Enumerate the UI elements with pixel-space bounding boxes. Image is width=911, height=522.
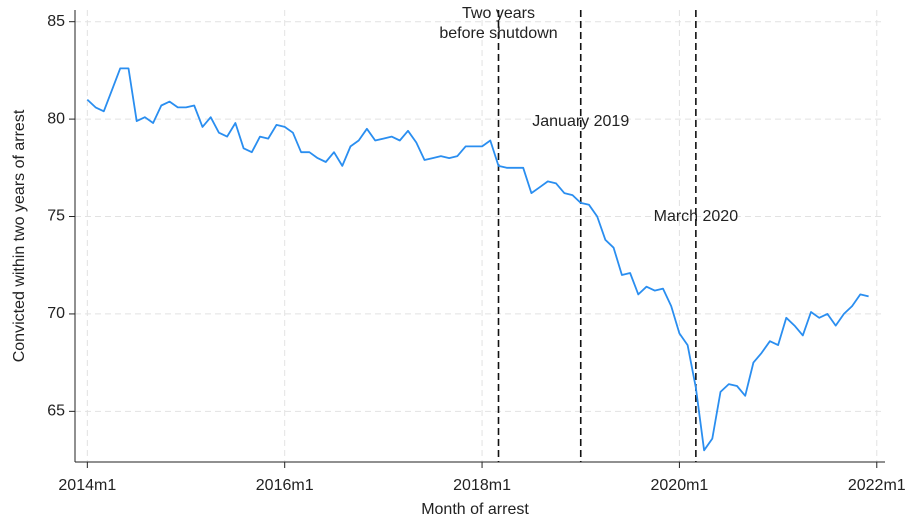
annotation: before shutdown — [439, 25, 557, 42]
y-tick-label: 65 — [47, 403, 65, 420]
y-axis-title: Convicted within two years of arrest — [11, 109, 28, 362]
annotation: March 2020 — [654, 208, 739, 225]
y-tick-label: 70 — [47, 305, 65, 322]
x-tick-label: 2014m1 — [58, 477, 116, 494]
y-tick-label: 75 — [47, 208, 65, 225]
x-tick-label: 2018m1 — [453, 477, 511, 494]
y-tick-label: 80 — [47, 110, 65, 127]
x-tick-label: 2016m1 — [256, 477, 314, 494]
y-tick-label: 85 — [47, 13, 65, 30]
annotation: January 2019 — [532, 113, 629, 130]
annotation: Two years — [462, 5, 535, 22]
x-axis-title: Month of arrest — [421, 501, 529, 518]
x-tick-label: 2020m1 — [651, 477, 709, 494]
x-tick-label: 2022m1 — [848, 477, 906, 494]
data-line — [86, 67, 869, 452]
